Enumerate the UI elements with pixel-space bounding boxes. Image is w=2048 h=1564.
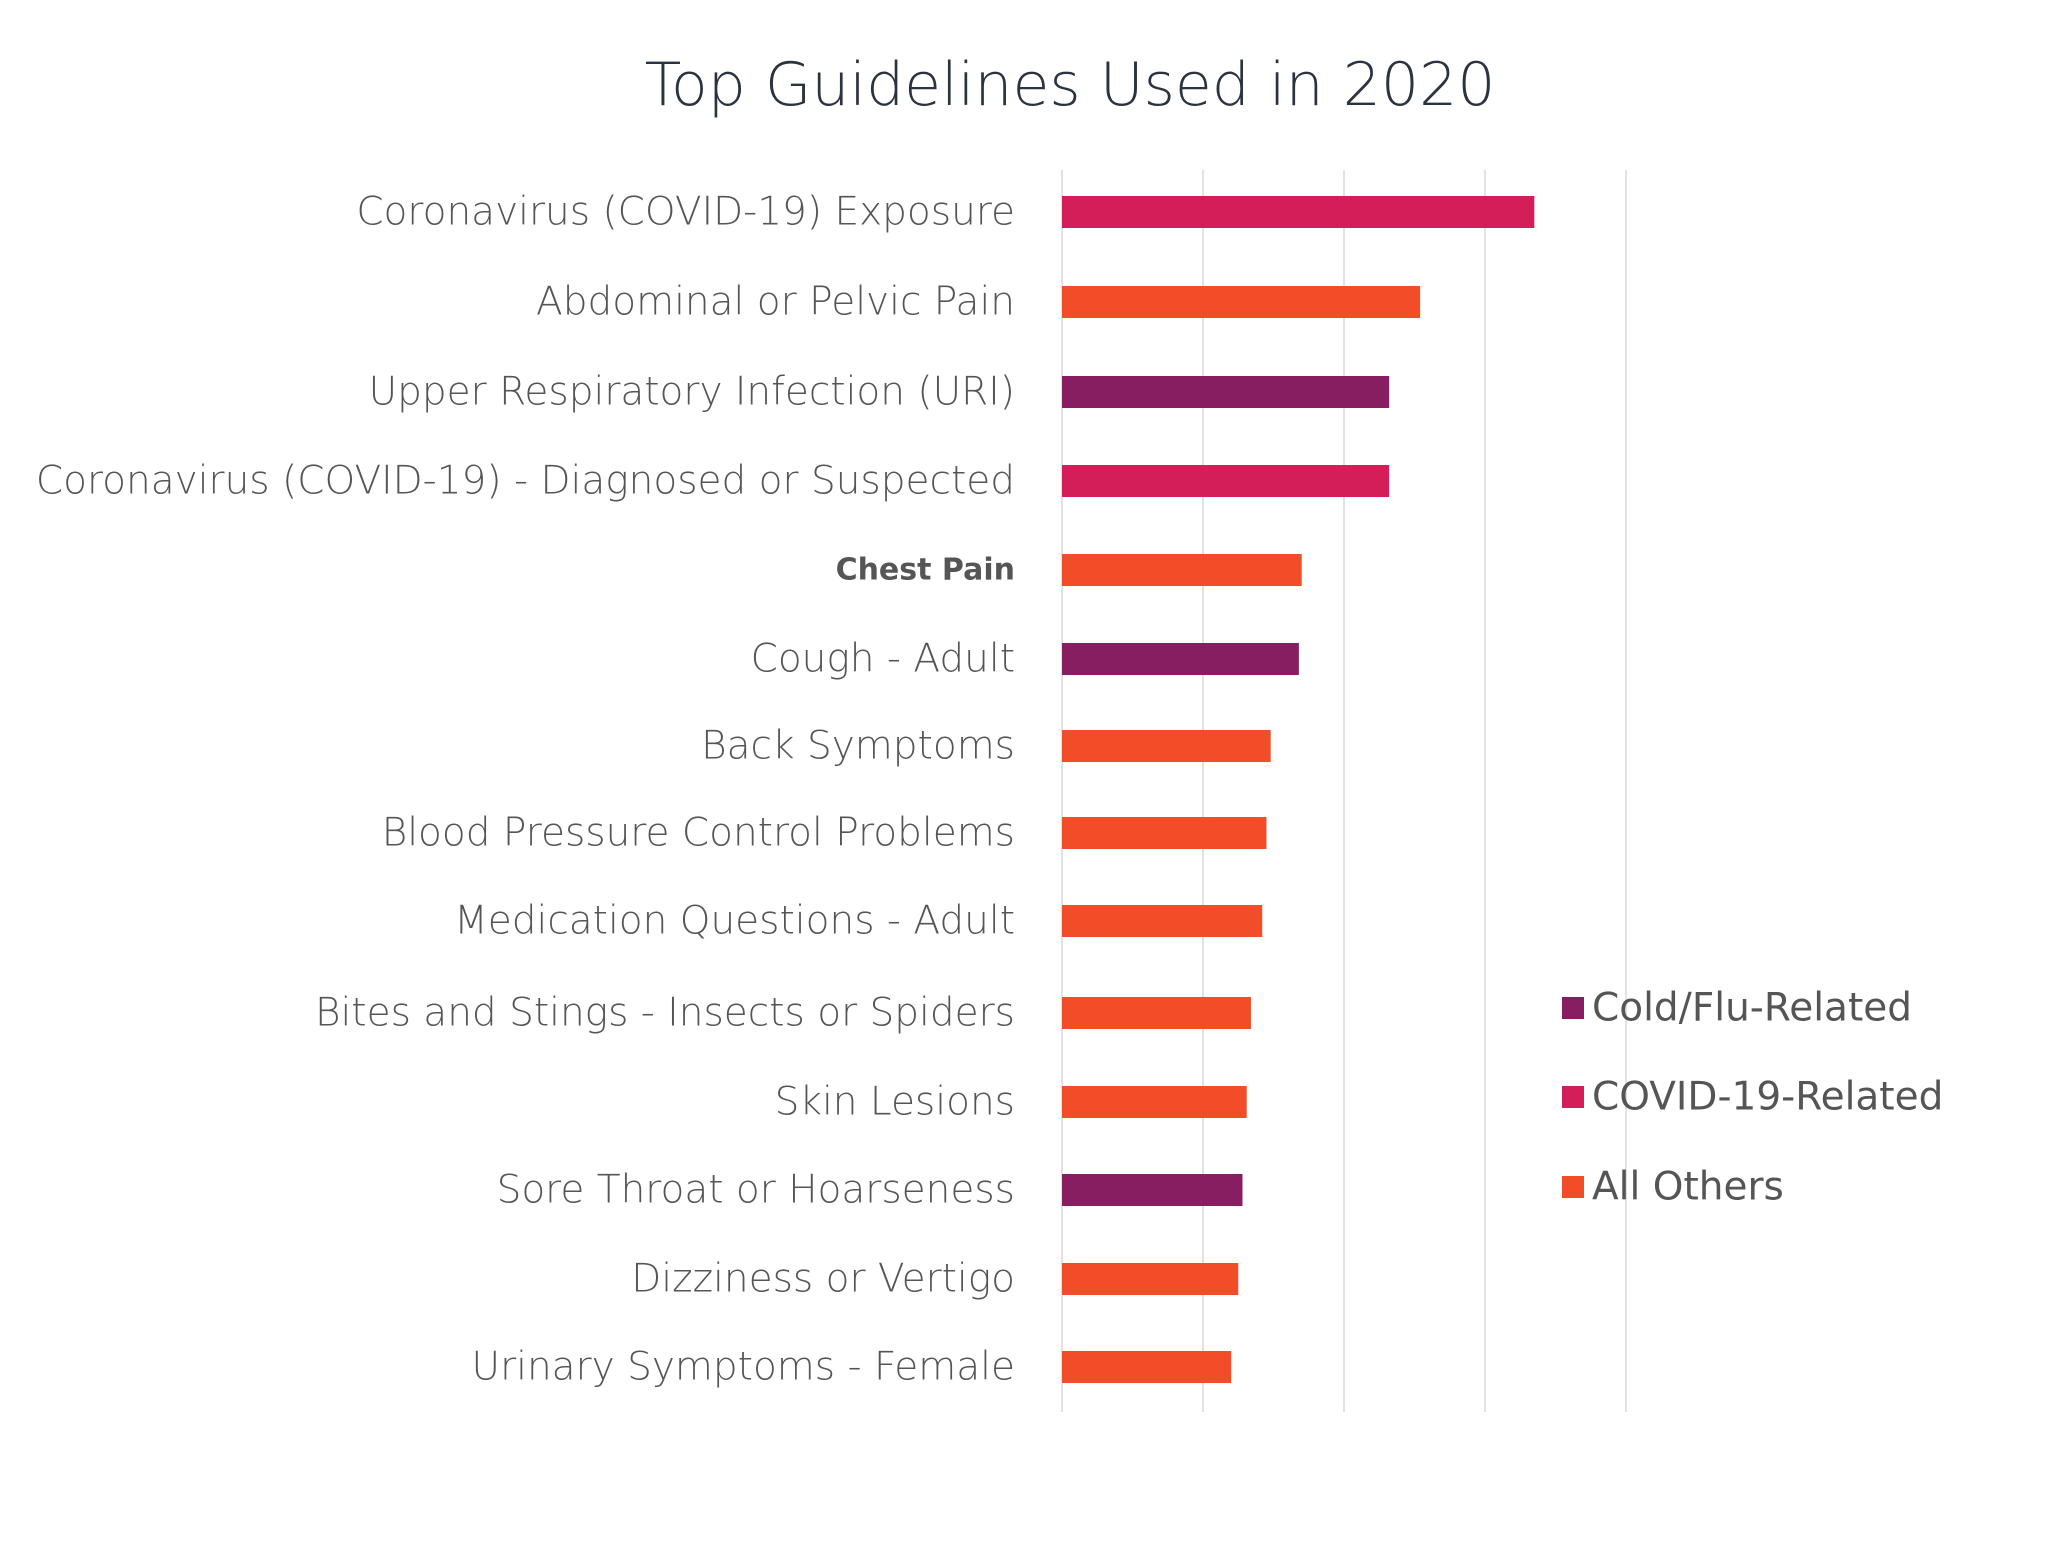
category-label: Cough - Adult — [751, 637, 1015, 682]
legend-swatch — [1562, 997, 1584, 1019]
bar — [1062, 1174, 1243, 1206]
category-label: Blood Pressure Control Problems — [382, 811, 1015, 856]
bar — [1062, 554, 1302, 586]
bar — [1062, 196, 1535, 228]
bars — [1062, 196, 1535, 1383]
bar — [1062, 1351, 1232, 1383]
legend-label: Cold/Flu-Related — [1592, 986, 1912, 1031]
legend: Cold/Flu-Related COVID-19-Related All Othe… — [1562, 986, 1943, 1210]
category-label: Skin Lesions — [775, 1080, 1015, 1125]
category-label: Coronavirus (COVID-19) - Diagnosed or Su… — [36, 459, 1015, 504]
bar — [1062, 905, 1263, 937]
bar — [1062, 1086, 1247, 1118]
legend-label: All Others — [1592, 1165, 1784, 1210]
category-label: Back Symptoms — [701, 724, 1015, 769]
bar — [1062, 817, 1267, 849]
bar — [1062, 1263, 1239, 1295]
category-label: Sore Throat or Hoarseness — [497, 1168, 1015, 1213]
bar — [1062, 286, 1421, 318]
legend-swatch — [1562, 1086, 1584, 1108]
category-label: Coronavirus (COVID-19) Exposure — [356, 190, 1015, 235]
category-label: Urinary Symptoms - Female — [472, 1345, 1015, 1390]
legend-swatch — [1562, 1176, 1584, 1198]
category-label: Bites and Stings - Insects or Spiders — [315, 991, 1015, 1036]
chart-title: Top Guidelines Used in 2020 — [645, 50, 1496, 120]
category-label: Upper Respiratory Infection (URI) — [369, 370, 1015, 415]
category-label: Dizziness or Vertigo — [631, 1257, 1015, 1302]
legend-label: COVID-19-Related — [1592, 1075, 1943, 1120]
bar — [1062, 997, 1251, 1029]
category-label: Abdominal or Pelvic Pain — [536, 280, 1015, 325]
bar — [1062, 376, 1390, 408]
bar — [1062, 643, 1299, 675]
bar — [1062, 730, 1271, 762]
category-labels: Coronavirus (COVID-19) Exposure Abdominal… — [36, 190, 1015, 1390]
gridlines — [1061, 170, 1627, 1412]
category-label: Chest Pain — [836, 553, 1015, 588]
category-label: Medication Questions - Adult — [454, 899, 1015, 944]
bar — [1062, 465, 1390, 497]
